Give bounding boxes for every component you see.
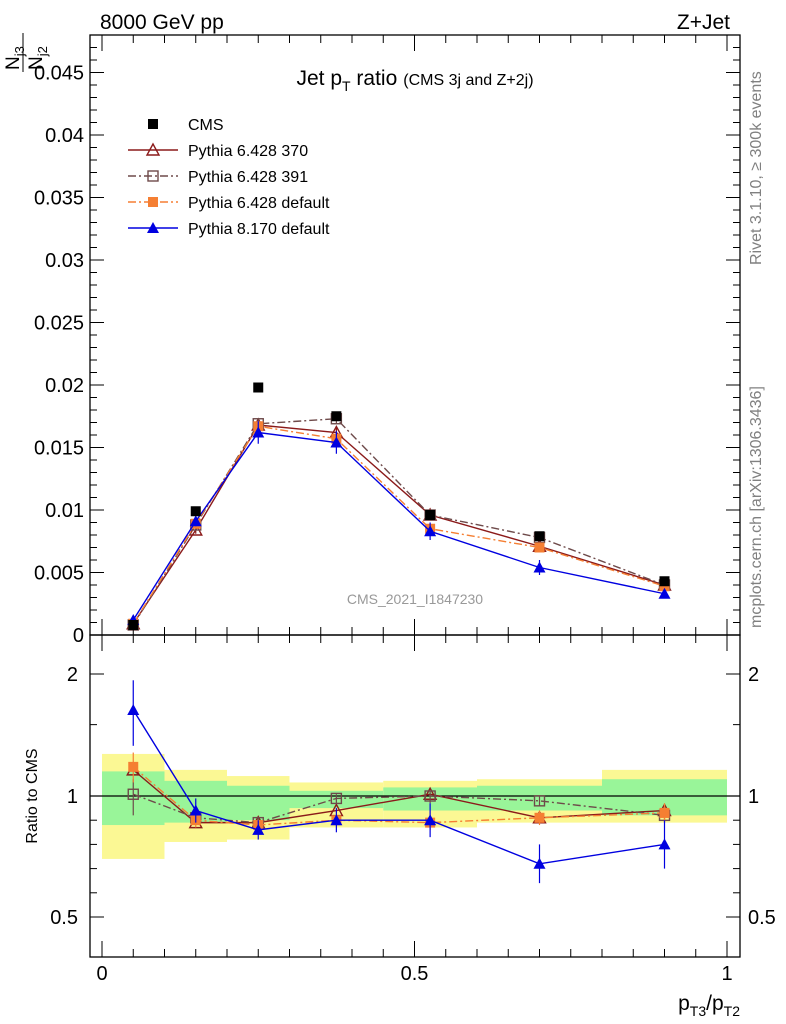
main-y-tick-label: 0.01 — [45, 500, 84, 522]
ratio-data-point — [658, 838, 671, 850]
data-point — [253, 382, 264, 393]
main-y-axis: 0 0.005 0.01 0.015 0.02 0.025 0.03 0.035 0.04 0.0… — [34, 34, 740, 647]
y-label-denominator: Nj2 — [26, 46, 50, 70]
legend-marker — [148, 119, 158, 129]
ratio-y-axis: 0.5 0.5 1 1 2 2 — [50, 664, 776, 929]
ratio-x-axis: 0 0.5 1 — [96, 635, 733, 985]
ratio-panel: 0.5 0.51 12 2 0 0.5 1 Ratio to CMS pT3/pT2 — [24, 634, 776, 1019]
mcplots-label: mcplots.cern.ch [arXiv:1306.3436] — [748, 386, 765, 628]
data-point — [190, 506, 201, 517]
ratio-data-point — [128, 761, 139, 772]
legend-entry-pythia-8-170-default: Pythia 8.170 default — [128, 221, 330, 238]
ratio-data-point — [127, 704, 140, 716]
data-point — [534, 531, 545, 542]
main-y-tick-label: 0.02 — [45, 375, 84, 397]
header-energy-label: 8000 GeV pp — [100, 11, 224, 34]
ratio-series-pythia-8-170-default — [127, 680, 671, 884]
legend-entry-pythia-6-428-370: Pythia 6.428 370 — [128, 142, 308, 160]
ratio-y-tick-label: 2 — [67, 664, 78, 686]
legend-entry-cms: CMS — [148, 117, 224, 134]
legend-label: CMS — [188, 117, 224, 134]
ratio-data-point — [534, 812, 545, 823]
legend-label: Pythia 6.428 391 — [188, 169, 308, 186]
main-plot-title: Jet pT ratio (CMS 3j and Z+2j) — [296, 67, 533, 94]
ratio-data-point — [424, 814, 437, 826]
ratio-y-axis-label: Ratio to CMS — [24, 748, 41, 843]
data-point — [128, 620, 139, 630]
series-cms — [128, 382, 670, 630]
main-y-axis-label: Nj3 Nj2 — [3, 33, 50, 72]
data-point — [659, 576, 670, 587]
main-y-tick-label: 0.045 — [34, 63, 84, 85]
main-y-tick-label: 0.035 — [34, 188, 84, 210]
main-y-tick-label: 0.03 — [45, 250, 84, 272]
legend: CMS Pythia 6.428 370 Pythia 6.428 391 Pythi… — [128, 117, 330, 238]
legend-marker — [148, 197, 158, 207]
ratio-data-point — [252, 823, 265, 835]
ratio-data-point — [127, 788, 139, 800]
legend-label: Pythia 6.428 370 — [188, 143, 308, 160]
data-point — [533, 561, 546, 573]
x-axis-label: pT3/pT2 — [678, 992, 740, 1019]
main-y-tick-label: 0.04 — [45, 125, 84, 147]
ratio-data-point — [533, 795, 546, 807]
analysis-id-label: CMS_2021_I1847230 — [347, 591, 483, 607]
legend-marker — [147, 170, 159, 182]
ratio-y-tick-label-right: 0.5 — [748, 907, 776, 929]
main-y-tick-label: 0.025 — [34, 313, 84, 335]
legend-label: Pythia 8.170 default — [188, 221, 330, 238]
data-point — [330, 436, 343, 448]
ratio-x-tick-label: 0 — [96, 963, 107, 985]
ratio-y-tick-label: 0.5 — [50, 907, 78, 929]
ratio-y-tick-label-right: 1 — [748, 786, 759, 808]
ratio-data-point — [330, 814, 343, 826]
ratio-x-tick-label: 1 — [721, 963, 732, 985]
data-point — [189, 515, 202, 527]
data-point — [425, 510, 436, 520]
legend-entry-pythia-6-428-default: Pythia 6.428 default — [128, 195, 330, 212]
main-x-ticks — [101, 35, 728, 635]
main-y-tick-label: 0 — [73, 625, 84, 647]
data-point — [424, 525, 437, 537]
ratio-data-point — [533, 857, 546, 869]
legend-label: Pythia 6.428 default — [188, 195, 330, 212]
ratio-y-tick-label: 1 — [67, 786, 78, 808]
main-y-tick-label: 0.015 — [34, 438, 84, 460]
ratio-data-point — [424, 790, 436, 802]
ratio-plot-area — [90, 680, 740, 884]
data-point — [658, 587, 671, 599]
main-y-tick-label: 0.005 — [34, 563, 84, 585]
data-point — [534, 542, 545, 553]
legend-entry-pythia-6-428-391: Pythia 6.428 391 — [128, 169, 308, 186]
rivet-version-label: Rivet 3.1.10, ≥ 300k events — [748, 71, 765, 265]
y-label-numerator: Nj3 — [3, 46, 27, 70]
ratio-y-tick-label-right: 2 — [748, 664, 759, 686]
uncertainty-band-green — [227, 785, 290, 821]
data-point — [331, 411, 342, 422]
data-point — [252, 426, 265, 438]
main-panel: 0 0.005 0.01 0.015 0.02 0.025 0.03 0.035 0.04 0.0… — [3, 33, 741, 647]
main-plot-area — [126, 382, 672, 631]
header-process-label: Z+Jet — [677, 11, 730, 34]
ratio-data-point — [330, 792, 343, 805]
legend-marker — [145, 142, 161, 156]
ratio-data-point — [189, 804, 202, 816]
ratio-data-point — [659, 807, 670, 818]
ratio-x-tick-label: 0.5 — [401, 963, 429, 985]
legend-marker — [147, 222, 159, 233]
